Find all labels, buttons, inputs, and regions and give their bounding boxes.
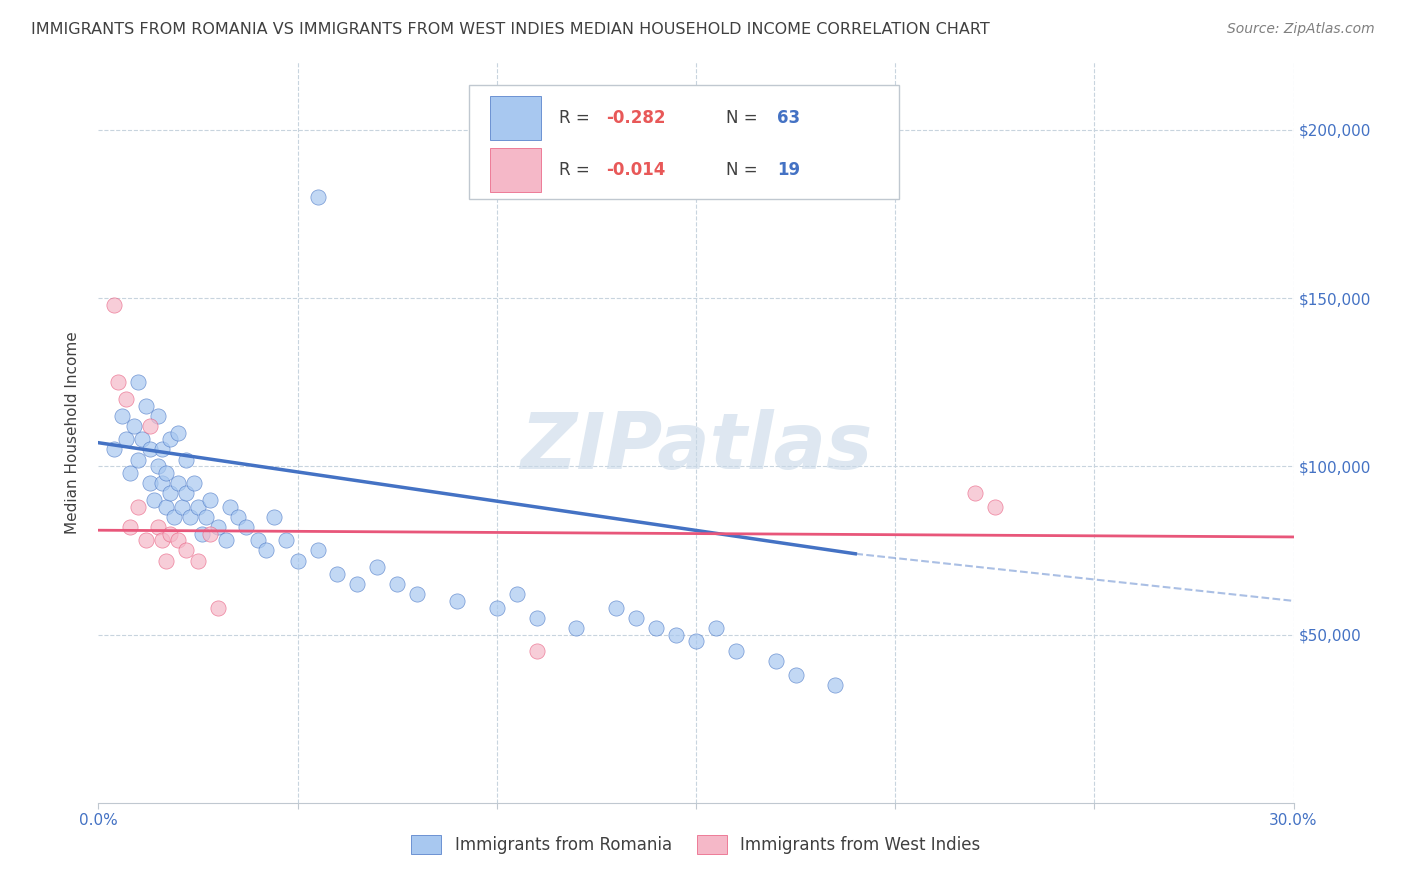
Point bbox=[215, 533, 238, 548]
Point bbox=[155, 553, 177, 567]
Point bbox=[526, 644, 548, 658]
Point bbox=[135, 399, 157, 413]
Text: -0.014: -0.014 bbox=[606, 161, 665, 178]
Point bbox=[127, 452, 149, 467]
Point bbox=[183, 476, 205, 491]
Point bbox=[139, 418, 162, 433]
Point bbox=[167, 533, 190, 548]
Text: 19: 19 bbox=[778, 161, 800, 178]
Point bbox=[287, 553, 309, 567]
Point bbox=[115, 433, 138, 447]
Bar bbox=[491, 147, 541, 192]
Point bbox=[724, 644, 747, 658]
Point bbox=[143, 492, 166, 507]
Point bbox=[167, 425, 190, 440]
Point bbox=[148, 409, 170, 423]
Point bbox=[103, 298, 125, 312]
Point bbox=[506, 587, 529, 601]
Point bbox=[326, 566, 349, 581]
Text: 63: 63 bbox=[778, 109, 800, 127]
Point bbox=[148, 459, 170, 474]
Point bbox=[135, 533, 157, 548]
Text: N =: N = bbox=[725, 109, 762, 127]
Point bbox=[235, 520, 257, 534]
Point bbox=[159, 486, 181, 500]
Point bbox=[174, 543, 197, 558]
Point bbox=[246, 533, 269, 548]
Text: Source: ZipAtlas.com: Source: ZipAtlas.com bbox=[1227, 22, 1375, 37]
Point bbox=[263, 509, 285, 524]
Point bbox=[103, 442, 125, 457]
Point bbox=[665, 627, 688, 641]
Point bbox=[139, 476, 162, 491]
Bar bbox=[491, 95, 541, 140]
Point bbox=[195, 509, 218, 524]
Point bbox=[824, 678, 846, 692]
Point bbox=[187, 553, 209, 567]
Point bbox=[704, 621, 727, 635]
Text: R =: R = bbox=[558, 109, 595, 127]
Text: -0.282: -0.282 bbox=[606, 109, 666, 127]
Point bbox=[139, 442, 162, 457]
Text: ZIPatlas: ZIPatlas bbox=[520, 409, 872, 485]
Point bbox=[485, 600, 508, 615]
Point bbox=[172, 500, 194, 514]
Point bbox=[765, 655, 787, 669]
Point bbox=[198, 492, 221, 507]
Point bbox=[155, 466, 177, 480]
Point bbox=[685, 634, 707, 648]
Point bbox=[120, 466, 142, 480]
Point bbox=[605, 600, 627, 615]
Point bbox=[187, 500, 209, 514]
Point bbox=[150, 533, 173, 548]
Point bbox=[385, 577, 409, 591]
Point bbox=[174, 486, 197, 500]
Point bbox=[148, 520, 170, 534]
Point bbox=[446, 594, 468, 608]
Point bbox=[131, 433, 153, 447]
Point bbox=[107, 375, 129, 389]
Point bbox=[124, 418, 146, 433]
Point bbox=[785, 668, 807, 682]
Point bbox=[207, 520, 229, 534]
Point bbox=[366, 560, 388, 574]
FancyBboxPatch shape bbox=[470, 85, 900, 200]
Point bbox=[120, 520, 142, 534]
Point bbox=[254, 543, 277, 558]
Point bbox=[346, 577, 368, 591]
Point bbox=[406, 587, 429, 601]
Point bbox=[191, 526, 214, 541]
Text: N =: N = bbox=[725, 161, 762, 178]
Y-axis label: Median Household Income: Median Household Income bbox=[65, 331, 80, 534]
Point bbox=[163, 509, 186, 524]
Point bbox=[167, 476, 190, 491]
Point bbox=[111, 409, 134, 423]
Point bbox=[159, 526, 181, 541]
Text: R =: R = bbox=[558, 161, 595, 178]
Point bbox=[207, 600, 229, 615]
Point bbox=[127, 500, 149, 514]
Point bbox=[127, 375, 149, 389]
Legend: Immigrants from Romania, Immigrants from West Indies: Immigrants from Romania, Immigrants from… bbox=[405, 829, 987, 861]
Point bbox=[526, 610, 548, 624]
Point bbox=[198, 526, 221, 541]
Point bbox=[565, 621, 588, 635]
Point bbox=[174, 452, 197, 467]
Point bbox=[150, 442, 173, 457]
Point bbox=[645, 621, 668, 635]
Point bbox=[159, 433, 181, 447]
Point bbox=[179, 509, 201, 524]
Point bbox=[626, 610, 648, 624]
Point bbox=[219, 500, 242, 514]
Point bbox=[155, 500, 177, 514]
Point bbox=[226, 509, 249, 524]
Point bbox=[307, 190, 329, 204]
Point bbox=[274, 533, 297, 548]
Point bbox=[115, 392, 138, 406]
Text: IMMIGRANTS FROM ROMANIA VS IMMIGRANTS FROM WEST INDIES MEDIAN HOUSEHOLD INCOME C: IMMIGRANTS FROM ROMANIA VS IMMIGRANTS FR… bbox=[31, 22, 990, 37]
Point bbox=[963, 486, 986, 500]
Point bbox=[984, 500, 1007, 514]
Point bbox=[150, 476, 173, 491]
Point bbox=[307, 543, 329, 558]
